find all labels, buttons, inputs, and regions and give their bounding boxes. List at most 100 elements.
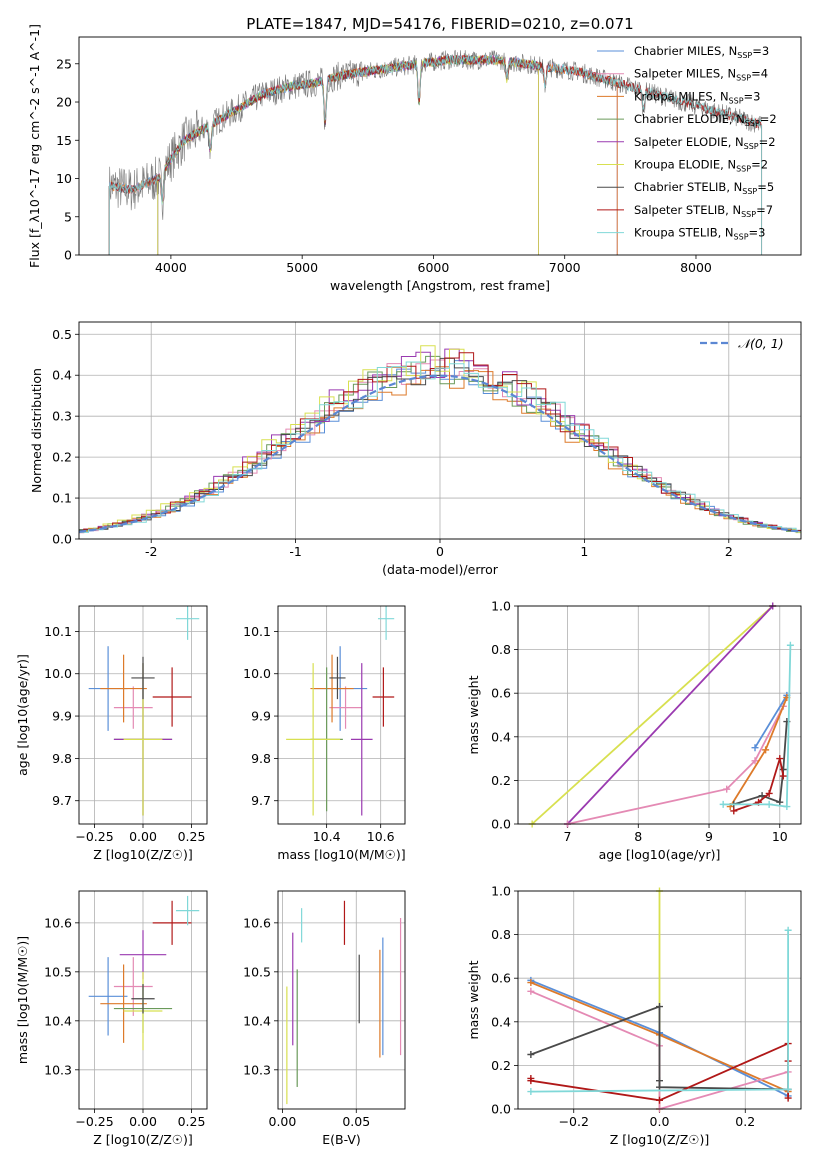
weight-marker [765, 789, 773, 797]
axes-frame [277, 605, 406, 825]
figure-title: PLATE=1847, MJD=54176, FIBERID=0210, z=0… [246, 15, 633, 33]
axes-frame [78, 890, 208, 1110]
weight-line-kroupa-elodie [531, 606, 774, 824]
weight-marker [758, 792, 766, 800]
weight-marker [765, 800, 773, 808]
axes-frame [517, 605, 802, 825]
y-tick-label: 1.0 [491, 599, 511, 614]
legend-label: Chabrier ELODIE, NSSP=2 [634, 112, 777, 128]
x-axis-label: E(B-V) [322, 1132, 361, 1147]
y-tick-label: 10.6 [44, 915, 72, 930]
legend-label: 𝒩(0, 1) [738, 336, 784, 351]
y-axis-label: mass weight [466, 675, 481, 754]
y-tick-label: 10.0 [243, 666, 271, 681]
weight-marker [776, 798, 784, 806]
y-tick-label: 9.8 [251, 751, 271, 766]
axes-frame [277, 890, 406, 1110]
weight-marker [783, 803, 791, 811]
x-tick-label: 10.6 [367, 829, 395, 844]
axes-frame [517, 890, 802, 1110]
weight-vs-age-panel: 7 8 9 10 0.0 0.2 0.4 0.6 0.8 1.0 age [log10(age/yr… [466, 599, 802, 862]
y-tick-label: 10.6 [243, 915, 271, 930]
y-tick-label: 0.2 [491, 773, 511, 788]
x-axis-label: Z [log10(Z/Z☉)] [93, 847, 193, 862]
y-tick-label: 0.5 [52, 327, 72, 342]
x-tick-label: 0.25 [178, 829, 206, 844]
x-axis-label: mass [log10(M/M☉)] [277, 847, 405, 862]
x-tick-label: 0.00 [129, 829, 157, 844]
y-tick-label: 10.4 [243, 1013, 271, 1028]
y-axis-label: age [log10(age/yr)] [15, 654, 30, 776]
axes-frame [78, 36, 802, 256]
model-spectrum-kroupa-stelib [108, 53, 762, 205]
weight-marker [762, 746, 770, 754]
x-tick-label: -2 [145, 544, 157, 559]
y-tick-label: 0.6 [491, 971, 511, 986]
weight-marker [786, 641, 794, 649]
y-tick-label: 9.9 [251, 709, 271, 724]
x-tick-label: 10 [772, 829, 788, 844]
model-spectrum-salpeter-miles [109, 54, 618, 204]
y-axis-label: Flux [f_λ10^-17 erg cm^-2 s^-1 A^-1] [27, 24, 42, 268]
x-tick-label: 0 [436, 544, 444, 559]
y-tick-label: 5 [64, 209, 72, 224]
weight-marker [730, 807, 738, 815]
weight-line-salpeter-elodie [566, 606, 774, 824]
y-tick-label: 0.6 [491, 686, 511, 701]
x-axis-label: Z [log10(Z/Z☉)] [93, 1132, 193, 1147]
axes-frame [78, 321, 802, 540]
y-tick-label: 0.4 [491, 1014, 511, 1029]
weight-vs-z-panel: −0.2 0.0 0.2 0.0 0.2 0.4 0.6 0.8 1.0 Z [log10(Z/Z… [466, 884, 802, 1147]
y-tick-label: 0.1 [52, 491, 72, 506]
y-tick-label: 10.5 [44, 964, 72, 979]
y-axis-label: mass [log10(M/M☉)] [15, 936, 30, 1064]
y-axis-label: Normed distribution [29, 368, 44, 493]
weight-marker [656, 1083, 663, 1091]
mass-vs-ebv-panel: 0.00 0.05 10.3 10.4 10.5 10.6 E(B-V) [243, 890, 406, 1147]
y-tick-label: 0.8 [491, 927, 511, 942]
x-axis-label: wavelength [Angstrom, rest frame] [330, 278, 550, 293]
weight-marker [751, 757, 759, 765]
weight-line-salpeter-miles [567, 705, 785, 824]
legend-label: Chabrier STELIB, NSSP=5 [634, 180, 774, 196]
x-tick-label: 0.00 [129, 1114, 157, 1129]
x-axis-label: age [log10(age/yr)] [599, 847, 721, 862]
x-tick-label: 7000 [549, 260, 581, 275]
y-tick-label: 15 [56, 133, 72, 148]
y-tick-label: 9.7 [52, 793, 72, 808]
weight-marker [656, 1003, 663, 1011]
x-tick-label: −0.25 [75, 829, 113, 844]
legend-label: Salpeter MILES, NSSP=4 [634, 67, 768, 83]
model-spectrum-salpeter-elodie [157, 54, 539, 201]
legend-label: Salpeter ELODIE, NSSP=2 [634, 135, 776, 151]
y-axis-label: mass weight [466, 960, 481, 1039]
y-tick-label: 0.8 [491, 642, 511, 657]
x-tick-label: 10.4 [313, 829, 341, 844]
y-tick-label: 0.2 [491, 1058, 511, 1073]
x-tick-label: 4000 [155, 260, 187, 275]
x-tick-label: 8000 [680, 260, 712, 275]
y-tick-label: 25 [56, 56, 72, 71]
weight-marker [527, 1077, 535, 1085]
weight-marker [656, 1096, 663, 1104]
y-tick-label: 9.8 [52, 751, 72, 766]
weight-marker [779, 772, 787, 780]
age-vs-mass-panel: 10.4 10.6 9.7 9.8 9.9 10.0 10.1 mass [log10(M/M… [243, 605, 406, 862]
residuals-panel: -2 -1 0 1 2 0.0 0.1 0.2 0.3 0.4 0.5 (data-model)/er… [29, 321, 802, 577]
y-tick-label: 1.0 [491, 884, 511, 899]
y-tick-label: 0.0 [52, 532, 72, 547]
weight-marker [776, 755, 784, 763]
histogram-salpeter-stelib [79, 352, 801, 533]
weight-marker [784, 1085, 792, 1093]
normal-curve [79, 374, 801, 533]
weight-marker [723, 785, 731, 793]
y-tick-label: 10.1 [44, 624, 72, 639]
weight-marker [527, 1088, 535, 1096]
y-tick-label: 0.4 [52, 368, 72, 383]
x-tick-label: 1 [580, 544, 588, 559]
y-tick-label: 0 [64, 248, 72, 263]
x-tick-label: −0.25 [75, 1114, 113, 1129]
weight-line-chabrier-miles [754, 694, 788, 749]
mass-vs-z-panel: −0.25 0.00 0.25 10.3 10.4 10.5 10.6 Z [log10(Z/… [15, 890, 208, 1147]
